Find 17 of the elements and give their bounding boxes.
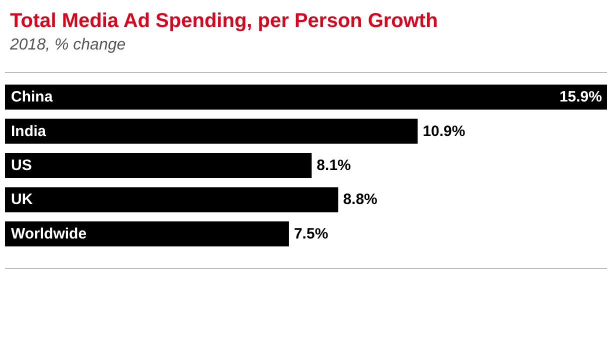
y-tick-label: US <box>11 157 32 174</box>
data-label: 8.8% <box>343 191 378 208</box>
bar <box>5 84 607 110</box>
data-label: 7.5% <box>294 225 328 242</box>
y-tick-label: India <box>11 122 47 140</box>
data-label: 15.9% <box>559 88 602 106</box>
chart-subtitle: 2018, % change <box>9 36 126 54</box>
bar <box>5 187 338 212</box>
data-label: 8.1% <box>316 157 351 174</box>
chart-title: Total Media Ad Spending, per Person Growth <box>10 10 438 32</box>
data-label: 10.9% <box>422 122 466 140</box>
y-tick-label: Worldwide <box>11 225 87 242</box>
bar <box>5 221 289 246</box>
bar <box>5 118 418 144</box>
y-tick-label: China <box>11 88 54 106</box>
bar <box>5 153 312 178</box>
y-tick-label: UK <box>11 191 33 208</box>
